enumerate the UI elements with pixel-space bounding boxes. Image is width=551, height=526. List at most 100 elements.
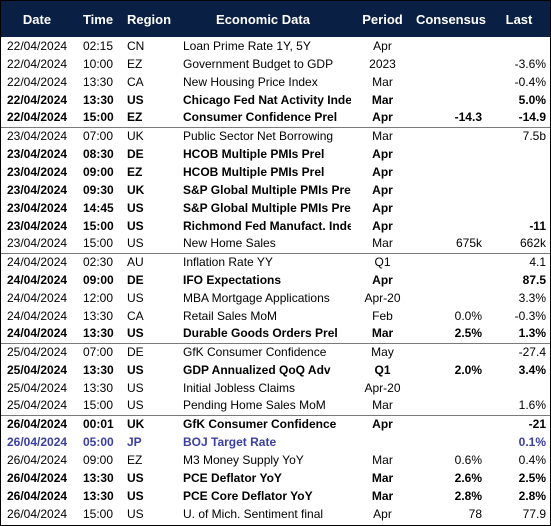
cell-period: Apr <box>372 182 393 197</box>
table-row: 25/04/2024 07:00 DE GfK Consumer Confidence… <box>1 342 550 361</box>
cell-period: Mar <box>371 326 394 341</box>
cell-period: Mar <box>371 470 394 485</box>
table-row: 26/04/2024 13:30 US PCE Core Deflator YoY Ma… <box>1 487 550 505</box>
cell-period: Apr <box>372 146 393 161</box>
cell-region: US <box>127 506 144 521</box>
cell-region: US <box>127 362 144 377</box>
cell-last <box>488 379 550 397</box>
cell-period: Apr-20 <box>364 380 401 395</box>
cell-date: 23/04/2024 <box>1 126 73 145</box>
cell-last: 2.5% <box>518 470 546 485</box>
cell-period: Mar <box>351 126 414 145</box>
cell-economic-data: U. of Mich. Sentiment final <box>183 506 324 521</box>
cell-region: US <box>127 380 144 395</box>
cell-date: 22/04/2024 <box>7 110 68 125</box>
header-row: Date Time Region Economic Data Period Co… <box>1 1 550 37</box>
cell-region: US <box>127 236 144 251</box>
column-header-region: Region <box>126 11 172 27</box>
cell-period: Feb <box>372 308 393 323</box>
cell-last: 5.0% <box>518 92 546 107</box>
table-row: 23/04/2024 07:00 UK Public Sector Net Borro… <box>1 126 550 145</box>
table-row: 22/04/2024 15:00 EZ Consumer Confidence Pre… <box>1 109 550 127</box>
cell-period <box>351 433 414 451</box>
cell-time: 13:30 <box>83 92 114 107</box>
cell-time: 13:30 <box>83 488 114 503</box>
cell-last: -0.4% <box>514 74 546 89</box>
cell-date: 22/04/2024 <box>7 92 68 107</box>
column-header-last: Last <box>505 11 533 27</box>
cell-period: Mar <box>371 92 394 107</box>
cell-consensus <box>414 181 488 199</box>
cell-period: Apr <box>372 272 393 287</box>
cell-last: 0.4% <box>518 452 546 467</box>
cell-consensus: 0.0% <box>454 308 482 323</box>
cell-consensus <box>414 163 488 181</box>
cell-date: 26/04/2024 <box>7 506 68 521</box>
column-header-period: Period <box>362 11 403 27</box>
cell-period: Q1 <box>374 362 391 377</box>
cell-period: Apr-20 <box>364 290 401 305</box>
table-row: 22/04/2024 10:00 EZ Government Budget to GD… <box>1 55 550 73</box>
cell-time: 13:30 <box>83 308 114 323</box>
cell-consensus: -14.3 <box>454 110 482 125</box>
column-header-date: Date <box>22 11 52 27</box>
cell-time: 13:30 <box>83 74 114 89</box>
cell-time: 07:00 <box>73 126 123 145</box>
cell-time: 09:00 <box>83 164 114 179</box>
cell-time: 15:00 <box>83 110 114 125</box>
cell-date: 23/04/2024 <box>7 182 68 197</box>
cell-economic-data: PCE Deflator YoY <box>183 470 282 485</box>
cell-last: -14.9 <box>518 110 546 125</box>
cell-time: 14:45 <box>83 200 114 215</box>
table-row: 26/04/2024 13:30 US PCE Deflator YoY Mar 2.6%… <box>1 469 550 487</box>
cell-consensus <box>414 379 488 397</box>
cell-region: US <box>127 470 144 485</box>
cell-consensus <box>414 217 488 235</box>
cell-period: Apr <box>351 414 414 433</box>
cell-last <box>488 37 550 55</box>
cell-last: 3.4% <box>518 362 546 377</box>
cell-period: Mar <box>372 74 393 89</box>
cell-region: EZ <box>127 164 143 179</box>
cell-time: 13:30 <box>83 362 114 377</box>
cell-time: 10:00 <box>83 56 114 71</box>
cell-date: 23/04/2024 <box>7 218 68 233</box>
cell-economic-data: GDP Annualized QoQ Adv <box>183 362 331 377</box>
table-row: 26/04/2024 15:00 US U. of Mich. Sentiment f… <box>1 505 550 523</box>
cell-region: UK <box>123 414 175 433</box>
table-row: 26/04/2024 09:00 EZ M3 Money Supply YoY Mar 0… <box>1 451 550 469</box>
cell-last: -21 <box>488 414 550 433</box>
cell-period: Apr <box>372 218 393 233</box>
table-row: 23/04/2024 09:30 UK S&P Global Multiple PMI… <box>1 181 550 199</box>
cell-region: UK <box>127 182 145 197</box>
cell-economic-data: IFO Expectations <box>183 272 282 287</box>
cell-economic-data: GfK Consumer Confidence <box>175 414 351 433</box>
cell-time: 02:15 <box>83 38 114 53</box>
cell-economic-data: PCE Core Deflator YoY <box>183 488 313 503</box>
table-row: 23/04/2024 15:00 US Richmond Fed Manufact. … <box>1 217 550 235</box>
cell-date: 24/04/2024 <box>7 326 68 341</box>
cell-time: 15:00 <box>83 218 114 233</box>
table-row: 22/04/2024 13:30 US Chicago Fed Nat Activit… <box>1 91 550 109</box>
table-row: 26/04/2024 00:01 UK GfK Consumer Confidence… <box>1 414 550 433</box>
cell-economic-data: Durable Goods Orders Prel <box>183 326 338 341</box>
cell-date: 24/04/2024 <box>7 308 68 323</box>
cell-economic-data: M3 Money Supply YoY <box>183 452 304 467</box>
cell-time: 15:00 <box>83 506 114 521</box>
cell-consensus: 675k <box>455 236 482 251</box>
table-row: 23/04/2024 08:30 DE HCOB Multiple PMIs Prel… <box>1 145 550 163</box>
table-row: 24/04/2024 02:30 AU Inflation Rate YY Q1 4.1 <box>1 252 550 271</box>
cell-economic-data: Chicago Fed Nat Activity Inde <box>183 92 351 107</box>
cell-region: JP <box>127 434 142 449</box>
cell-consensus <box>414 252 488 271</box>
table-row: 22/04/2024 02:15 CN Loan Prime Rate 1Y, 5Y A… <box>1 37 550 55</box>
cell-region: DE <box>127 146 144 161</box>
cell-economic-data: Government Budget to GDP <box>183 56 334 71</box>
cell-period: Mar <box>372 398 393 413</box>
cell-region: CA <box>127 74 144 89</box>
cell-time: 13:30 <box>83 380 114 395</box>
cell-consensus <box>414 91 488 109</box>
table-body: 22/04/2024 02:15 CN Loan Prime Rate 1Y, 5Y A… <box>1 37 550 523</box>
cell-period: Apr <box>373 506 392 521</box>
